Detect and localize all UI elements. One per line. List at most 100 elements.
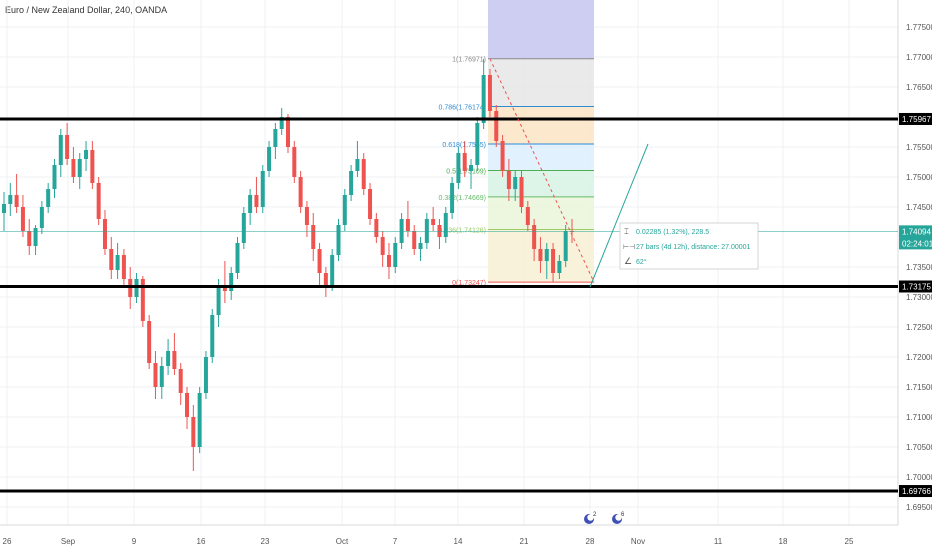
candle — [481, 75, 486, 123]
candle — [14, 195, 19, 207]
fib-level-label: 0.382(1.74669) — [439, 195, 486, 202]
candle — [27, 231, 32, 246]
x-tick-label: 21 — [520, 537, 529, 546]
countdown-label: 02:24:01 — [902, 239, 932, 248]
price-range-icon: ⌶ — [624, 227, 629, 236]
candle — [58, 135, 63, 165]
candle — [286, 117, 290, 147]
price-label: 1.69766 — [902, 487, 931, 496]
price-label-bg — [899, 280, 932, 293]
candle — [254, 195, 259, 207]
measure-angle: 62° — [636, 258, 647, 266]
y-tick-label: 1.70500 — [906, 443, 932, 452]
x-tick-label: 23 — [261, 537, 270, 546]
current-price-label: 1.74094 — [902, 227, 931, 236]
candle — [292, 147, 297, 177]
candle — [46, 189, 51, 207]
candle — [393, 243, 398, 267]
fib-level-label: 0.618(1.7555) — [442, 142, 486, 149]
candle — [84, 150, 89, 159]
x-tick-label: 11 — [714, 537, 723, 546]
candle — [368, 189, 373, 219]
candle — [20, 207, 25, 231]
candle — [279, 117, 284, 129]
y-tick-label: 1.75500 — [906, 143, 932, 152]
candle — [185, 393, 190, 417]
candle — [298, 177, 303, 207]
fib-trend-line — [489, 58, 595, 283]
candle — [229, 273, 234, 291]
x-tick-label: Oct — [336, 537, 349, 546]
candle — [65, 135, 70, 159]
candle — [235, 243, 240, 273]
candle — [431, 219, 436, 225]
candle — [166, 351, 171, 366]
candle — [317, 249, 322, 273]
trend-line[interactable] — [589, 143, 649, 288]
x-tick-label: Nov — [631, 537, 645, 546]
price-label: 1.75967 — [902, 115, 931, 124]
y-tick-label: 1.77500 — [906, 23, 932, 32]
measure-tooltip — [619, 222, 759, 270]
y-tick-label: 1.73000 — [906, 293, 932, 302]
candle — [323, 273, 328, 285]
candle — [140, 279, 145, 321]
y-tick-label: 1.76500 — [906, 83, 932, 92]
candle — [519, 177, 524, 207]
x-tick-label: 26 — [3, 537, 12, 546]
y-tick-label: 1.72000 — [906, 353, 932, 362]
candle — [551, 249, 556, 273]
x-tick-label: 25 — [845, 537, 854, 546]
candle — [39, 207, 44, 228]
measure-bars: 27 bars (4d 12h), distance: 27.00001 — [636, 244, 751, 251]
x-tick-label: 18 — [779, 537, 788, 546]
bar-range-icon: ⊢⊣ — [623, 244, 635, 251]
candle — [386, 255, 391, 267]
event-flag-icon-inner — [615, 514, 622, 521]
fib-zone — [488, 106, 594, 144]
fib-level-label: 1(1.76971) — [452, 57, 486, 64]
y-tick-label: 1.73500 — [906, 263, 932, 272]
x-tick-label: 7 — [393, 537, 398, 546]
candle — [102, 219, 107, 249]
y-tick-label: 1.74500 — [906, 203, 932, 212]
fib-zone — [488, 196, 594, 230]
candle — [349, 171, 354, 195]
candle — [216, 285, 221, 315]
fib-zone — [488, 58, 594, 107]
candle — [418, 243, 423, 249]
candle — [405, 219, 410, 231]
fib-level-label: 0(1.73247) — [452, 280, 486, 287]
candle — [267, 147, 272, 171]
candle — [380, 237, 385, 255]
candle — [374, 219, 379, 237]
candle — [8, 195, 13, 204]
candle — [355, 159, 360, 171]
x-tick-label: Sep — [61, 537, 76, 546]
candle — [412, 231, 417, 249]
fib-zone — [488, 144, 594, 171]
candle — [121, 255, 126, 279]
fib-level-label: 0.786(1.76174) — [439, 105, 486, 112]
chart-title: Euro / New Zealand Dollar, 240, OANDA — [5, 5, 168, 15]
candle — [96, 183, 101, 219]
price-label-bg — [899, 112, 932, 125]
fib-level-label: 0.5(1.75109) — [446, 168, 486, 175]
candle — [2, 204, 6, 213]
candle — [77, 159, 82, 177]
candle — [469, 165, 474, 171]
candle — [525, 207, 530, 225]
measure-price-change: 0.02285 (1.32%), 228.5 — [636, 229, 709, 236]
candle — [203, 357, 208, 393]
candle — [159, 366, 164, 387]
y-tick-label: 1.71000 — [906, 413, 932, 422]
x-tick-label: 9 — [132, 537, 137, 546]
candle — [172, 351, 177, 369]
candle — [544, 249, 549, 261]
x-tick-label: 16 — [197, 537, 206, 546]
current-price-bg — [899, 225, 932, 250]
candle — [563, 231, 568, 261]
event-badge-count: 6 — [621, 512, 625, 518]
